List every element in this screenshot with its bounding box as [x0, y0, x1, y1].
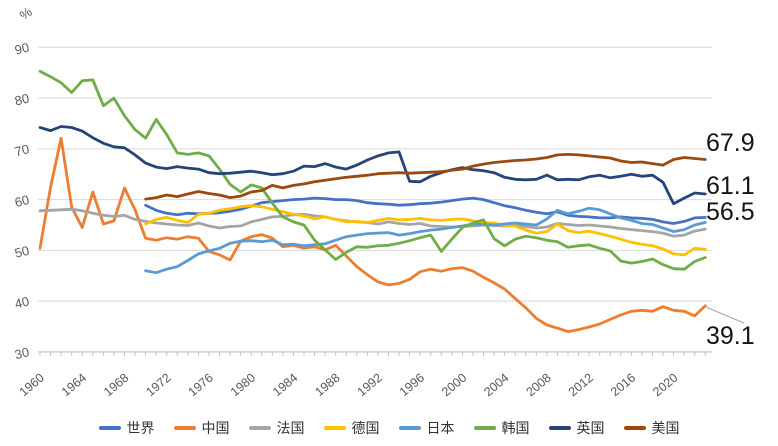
x-tick-label-2004: 2004 — [481, 371, 511, 400]
y-tick-label-40: 40 — [13, 294, 31, 312]
legend-swatch-usa — [623, 426, 646, 430]
x-tick-label-2016: 2016 — [608, 371, 638, 400]
legend-label-korea: 韩国 — [501, 420, 530, 436]
legend-item-usa: 美国 — [623, 418, 680, 438]
legend-item-korea: 韩国 — [473, 418, 530, 438]
legend-label-china: 中国 — [201, 420, 230, 436]
x-tick-label-1972: 1972 — [143, 371, 173, 400]
x-tick-label-1980: 1980 — [228, 371, 258, 400]
legend: 世界 中国 法国 德国 日本 韩国 英国 美国 — [0, 418, 778, 438]
y-tick-label-80: 80 — [13, 90, 31, 108]
legend-label-usa: 美国 — [651, 420, 680, 436]
y-tick-label-70: 70 — [13, 141, 31, 159]
x-tick-label-1968: 1968 — [101, 371, 131, 400]
legend-swatch-world — [98, 426, 121, 430]
series-line-japan — [144, 206, 707, 275]
legend-swatch-china — [173, 426, 196, 430]
x-tick-label-2000: 2000 — [439, 371, 469, 400]
x-tick-label-2008: 2008 — [524, 371, 554, 400]
series-line-germany — [144, 204, 707, 257]
legend-item-uk: 英国 — [548, 418, 605, 438]
x-tick-label-2012: 2012 — [566, 371, 596, 400]
legend-item-japan: 日本 — [398, 418, 455, 438]
legend-item-world: 世界 — [98, 418, 155, 438]
legend-item-france: 法国 — [248, 418, 305, 438]
series-line-china — [38, 136, 707, 333]
x-tick-label-1964: 1964 — [59, 371, 89, 400]
line-chart-canvas: 30 40 50 60 70 80 90 1960 1964 1968 1972 1976 1980 19… — [13, 40, 745, 400]
y-tick-label-50: 50 — [13, 243, 31, 261]
y-tick-label-30: 30 — [13, 344, 31, 362]
end-label-china: 39.1 — [706, 322, 755, 350]
legend-label-germany: 德国 — [351, 420, 380, 436]
legend-swatch-japan — [398, 426, 421, 430]
legend-swatch-korea — [473, 426, 496, 430]
x-tick-label-1996: 1996 — [397, 371, 427, 400]
legend-label-uk: 英国 — [576, 420, 605, 436]
legend-label-world: 世界 — [126, 420, 155, 436]
x-tick-label-2020: 2020 — [650, 371, 680, 400]
x-tick-label-1992: 1992 — [355, 371, 385, 400]
end-label-uk: 61.1 — [706, 172, 755, 200]
end-label-usa: 67.9 — [706, 129, 755, 157]
end-label-world: 56.5 — [706, 198, 755, 226]
legend-item-china: 中国 — [173, 418, 230, 438]
series-line-korea — [38, 69, 707, 271]
legend-swatch-germany — [323, 426, 346, 430]
y-tick-label-90: 90 — [13, 40, 31, 58]
legend-swatch-france — [248, 426, 271, 430]
legend-item-germany: 德国 — [323, 418, 380, 438]
x-tick-label-1960: 1960 — [17, 371, 47, 400]
y-tick-label-60: 60 — [13, 192, 31, 210]
legend-swatch-uk — [548, 426, 571, 430]
legend-label-france: 法国 — [276, 420, 305, 436]
x-tick-label-1976: 1976 — [186, 371, 216, 400]
series-line-uk — [38, 125, 707, 206]
series-line-world — [144, 196, 707, 225]
series-line-usa — [144, 153, 707, 201]
legend-label-japan: 日本 — [426, 420, 455, 436]
leader-line-china-label — [705, 306, 745, 324]
x-tick-label-1984: 1984 — [270, 371, 300, 400]
x-tick-label-1988: 1988 — [312, 371, 342, 400]
